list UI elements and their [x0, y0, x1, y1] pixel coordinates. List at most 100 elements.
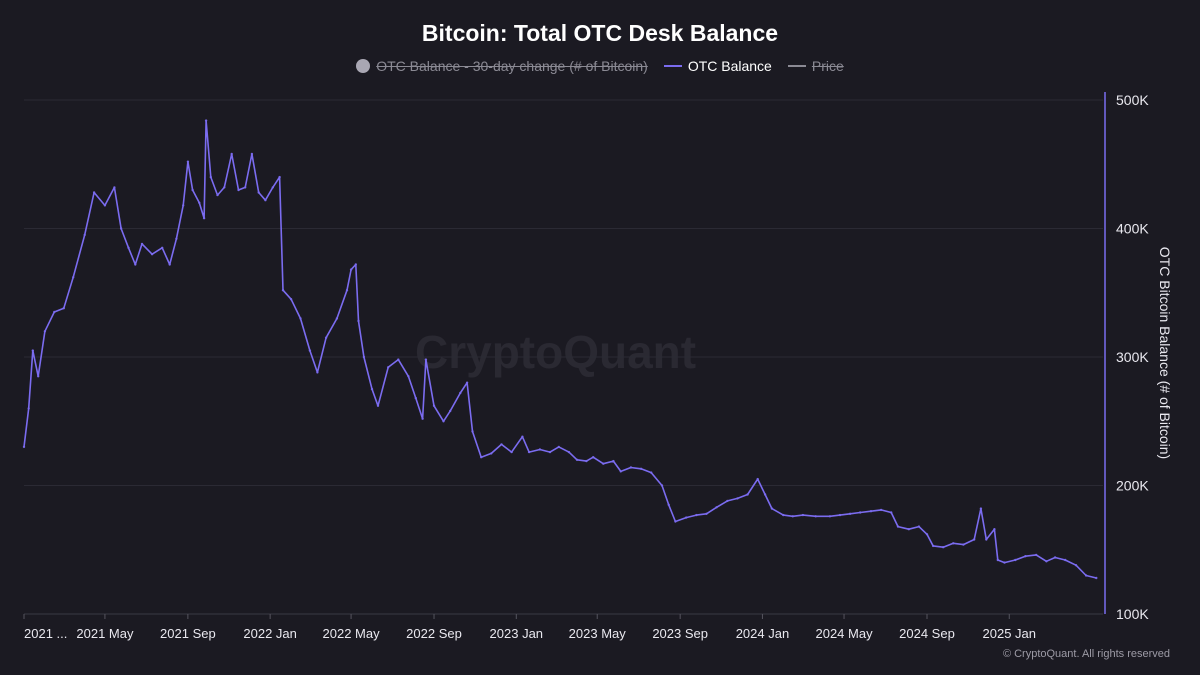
- data-point: [299, 317, 302, 320]
- chart-legend: OTC Balance - 30-day change (# of Bitcoi…: [0, 58, 1200, 74]
- data-point: [685, 516, 688, 519]
- x-tick-label: 2021 May: [76, 626, 134, 641]
- copyright-notice: © CryptoQuant. All rights reserved: [1002, 648, 1170, 660]
- legend-item-price[interactable]: Price: [787, 58, 844, 74]
- data-point: [37, 375, 40, 378]
- data-point: [53, 310, 56, 314]
- data-point: [973, 538, 976, 541]
- data-point: [896, 525, 900, 528]
- data-point: [859, 511, 862, 514]
- y-tick-label: 200K: [1116, 478, 1149, 494]
- data-point: [140, 242, 144, 246]
- data-point: [335, 317, 339, 320]
- data-point: [442, 420, 445, 423]
- data-point: [186, 160, 190, 163]
- data-point: [538, 448, 542, 451]
- data-point: [308, 349, 312, 352]
- data-point: [500, 443, 503, 446]
- data-point: [316, 371, 319, 374]
- data-point: [244, 186, 247, 189]
- data-point: [324, 336, 328, 339]
- x-tick-label: 2024 May: [815, 626, 873, 641]
- data-point: [354, 263, 357, 266]
- data-point: [424, 358, 428, 361]
- data-point: [376, 404, 380, 407]
- data-point: [746, 493, 749, 496]
- data-point: [237, 188, 240, 192]
- data-point: [695, 513, 698, 517]
- data-point: [848, 512, 852, 515]
- legend-item-otc-balance[interactable]: OTC Balance: [663, 58, 772, 74]
- data-point: [127, 246, 130, 249]
- data-point: [1024, 555, 1027, 558]
- legend-label: Price: [811, 58, 844, 74]
- data-point: [667, 503, 670, 506]
- data-point: [756, 477, 759, 481]
- data-point: [629, 466, 633, 469]
- data-point: [1045, 560, 1048, 563]
- data-point: [397, 358, 400, 361]
- data-point: [650, 471, 653, 474]
- data-point: [1003, 561, 1006, 564]
- data-point: [264, 199, 267, 202]
- data-point: [1095, 576, 1098, 580]
- data-point: [814, 515, 817, 518]
- data-point: [890, 511, 893, 514]
- data-point: [925, 533, 929, 536]
- data-point: [674, 520, 677, 523]
- data-point: [490, 452, 493, 455]
- data-point: [715, 506, 718, 509]
- x-tick-label: 2023 Jan: [490, 626, 544, 641]
- data-point: [72, 276, 75, 279]
- data-point: [557, 445, 560, 449]
- data-point: [770, 507, 774, 510]
- data-point: [191, 188, 194, 192]
- data-point: [985, 538, 988, 541]
- data-point: [204, 119, 208, 122]
- data-point: [801, 513, 805, 517]
- data-point: [370, 387, 374, 391]
- data-point: [993, 528, 996, 531]
- data-point: [281, 289, 285, 292]
- data-point: [271, 186, 274, 189]
- data-point: [480, 456, 483, 459]
- data-point: [1035, 553, 1038, 557]
- data-point: [43, 330, 47, 333]
- legend-item-otc-30d-change[interactable]: OTC Balance - 30-day change (# of Bitcoi…: [356, 58, 648, 74]
- watermark-logo: CryptoQuant: [415, 326, 697, 378]
- data-point: [612, 459, 615, 463]
- data-point: [407, 375, 410, 378]
- data-point: [223, 186, 226, 189]
- data-point: [134, 263, 137, 266]
- data-point: [113, 186, 116, 189]
- data-point: [1014, 558, 1017, 562]
- x-tick-label: 2023 May: [569, 626, 627, 641]
- data-point: [1064, 558, 1067, 562]
- data-point: [585, 459, 588, 463]
- legend-dot-icon: [356, 59, 371, 73]
- data-point: [660, 484, 664, 487]
- data-point: [838, 513, 842, 517]
- data-point: [575, 458, 579, 461]
- x-tick-label: 2024 Jan: [736, 626, 790, 641]
- data-point: [962, 543, 965, 546]
- data-point: [907, 528, 910, 531]
- legend-label: OTC Balance - 30-day change (# of Bitcoi…: [376, 58, 648, 74]
- data-point: [782, 513, 785, 517]
- x-tick-label: 2021 Sep: [160, 626, 216, 641]
- data-point: [22, 445, 26, 449]
- data-point: [931, 544, 935, 548]
- x-tick-label: 2024 Sep: [899, 626, 955, 641]
- data-point: [1053, 556, 1057, 559]
- data-point: [62, 307, 65, 310]
- data-point: [216, 193, 219, 197]
- data-point: [31, 349, 34, 352]
- data-point: [879, 508, 883, 512]
- data-point: [828, 515, 832, 518]
- x-tick-label: 2022 Jan: [243, 626, 297, 641]
- data-point: [736, 497, 739, 500]
- data-point: [119, 227, 123, 230]
- data-point: [449, 409, 452, 413]
- data-point: [521, 435, 524, 438]
